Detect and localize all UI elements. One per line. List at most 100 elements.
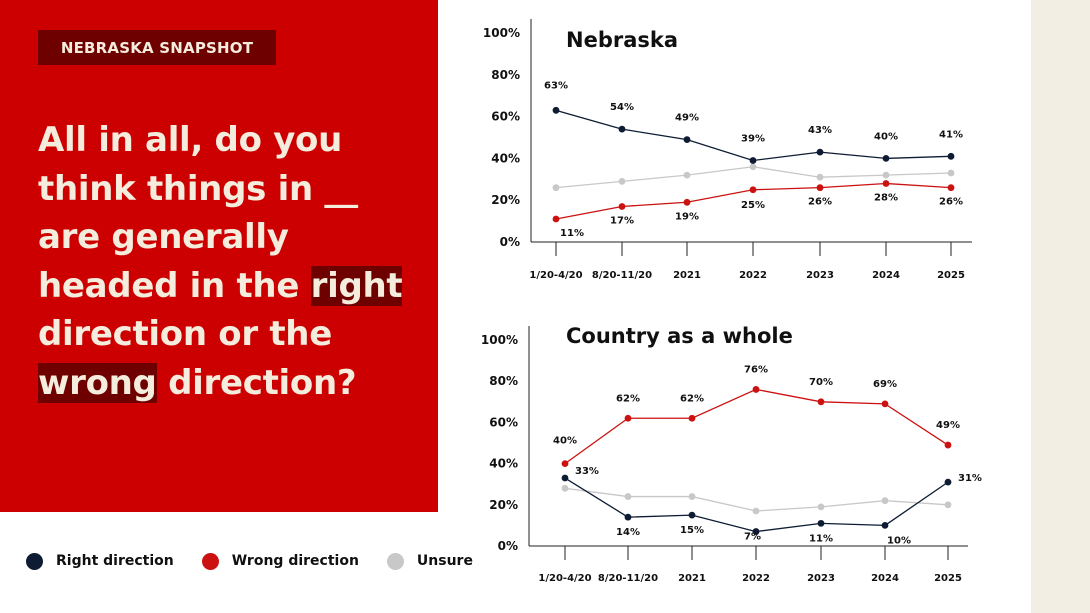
- nebraska-right-point: [947, 152, 955, 160]
- country-right-data-label: 10%: [887, 535, 911, 546]
- nebraska-right-data-label: 63%: [544, 80, 568, 91]
- nebraska-right-data-label: 54%: [610, 102, 634, 113]
- nebraska-wrong-data-label: 11%: [560, 228, 584, 239]
- country-x-tick-label: 8/20-11/20: [598, 573, 658, 584]
- nebraska-y-tick-label: 0%: [500, 235, 520, 249]
- nebraska-unsure-point: [947, 169, 955, 177]
- nebraska-unsure-point: [683, 171, 691, 179]
- legend: Right direction Wrong direction Unsure: [26, 546, 501, 576]
- country-right-data-label: 14%: [616, 527, 640, 538]
- country-y-tick-label: 40%: [489, 457, 518, 471]
- country-right-point: [817, 519, 825, 527]
- legend-label-wrong: Wrong direction: [231, 553, 359, 569]
- country-unsure-point: [944, 501, 952, 509]
- nebraska-right-point: [552, 106, 560, 114]
- nebraska-y-tick-label: 100%: [483, 26, 520, 40]
- country-wrong-data-label: 69%: [873, 379, 897, 390]
- country-right-data-label: 7%: [744, 532, 761, 543]
- nebraska-wrong-data-label: 17%: [610, 215, 634, 226]
- nebraska-unsure-point: [618, 177, 626, 185]
- country-wrong-data-label: 62%: [680, 393, 704, 404]
- nebraska-x-tick-label: 2024: [872, 270, 900, 281]
- country-x-tick-label: 2025: [934, 573, 962, 584]
- nebraska-unsure-point: [882, 171, 890, 179]
- country-right-point: [881, 522, 889, 529]
- nebraska-right-point: [749, 157, 757, 164]
- country-wrong-data-label: 76%: [744, 364, 768, 375]
- country-right-point: [752, 528, 760, 535]
- country-wrong-data-label: 49%: [936, 420, 960, 431]
- nebraska-wrong-point: [882, 180, 890, 187]
- nebraska-y-tick-label: 20%: [491, 193, 520, 207]
- country-right-point: [688, 511, 696, 519]
- nebraska-right-data-label: 40%: [874, 131, 898, 142]
- country-x-tick-label: 2024: [871, 573, 899, 584]
- nebraska-wrong-point: [947, 184, 955, 192]
- nebraska-x-tick-label: 2023: [806, 270, 834, 281]
- nebraska-y-tick-label: 60%: [491, 110, 520, 124]
- nebraska-wrong-data-label: 26%: [939, 197, 963, 208]
- country-right-data-label: 31%: [958, 473, 982, 484]
- nebraska-right-point: [618, 125, 626, 133]
- country-y-tick-label: 80%: [489, 374, 518, 388]
- country-wrong-data-label: 70%: [809, 377, 833, 388]
- country-wrong-point: [752, 386, 760, 393]
- question-text-2: direction or the: [38, 314, 332, 354]
- country-right-data-label: 15%: [680, 525, 704, 536]
- nebraska-wrong-point: [618, 203, 626, 210]
- nebraska-x-tick-label: 2021: [673, 270, 701, 281]
- country-wrong-point: [944, 441, 952, 449]
- country-wrong-point: [817, 398, 825, 406]
- country-right-point: [561, 474, 569, 482]
- country-y-tick-label: 100%: [481, 333, 518, 347]
- nebraska-wrong-point: [683, 198, 691, 206]
- nebraska-right-point: [683, 136, 691, 143]
- question-panel: NEBRASKA SNAPSHOT All in all, do you thi…: [0, 0, 438, 512]
- nebraska-x-tick-label: 1/20-4/20: [529, 270, 582, 281]
- question-text-3: direction?: [156, 362, 357, 403]
- country-wrong-point: [881, 400, 889, 408]
- legend-label-unsure: Unsure: [416, 553, 473, 569]
- country-wrong-data-label: 62%: [616, 393, 640, 404]
- nebraska-unsure-point: [749, 163, 757, 171]
- nebraska-y-tick-label: 80%: [491, 68, 520, 82]
- country-x-tick-label: 1/20-4/20: [538, 573, 591, 584]
- country-right-data-label: 33%: [575, 466, 599, 477]
- nebraska-wrong-point: [816, 184, 824, 192]
- country-right-line: [564, 477, 949, 533]
- question-text-1: All in all, do you think things in __ ar…: [38, 120, 358, 306]
- background-strip: [1031, 0, 1090, 613]
- country-y-tick-label: 0%: [498, 539, 518, 553]
- nebraska-wrong-data-label: 28%: [874, 192, 898, 203]
- legend-item-wrong: Wrong direction: [201, 552, 359, 570]
- country-wrong-data-label: 40%: [553, 436, 577, 447]
- country-right-point: [944, 478, 952, 486]
- legend-label-right: Right direction: [56, 553, 174, 569]
- nebraska-x-tick-label: 8/20-11/20: [592, 270, 652, 281]
- nebraska-x-tick-label: 2022: [739, 270, 767, 281]
- country-unsure-point: [752, 507, 760, 515]
- nebraska-wrong-data-label: 25%: [741, 200, 765, 211]
- country-unsure-point: [561, 484, 569, 492]
- survey-question: All in all, do you think things in __ ar…: [38, 116, 428, 407]
- country-wrong-point: [561, 460, 569, 467]
- nebraska-unsure-point: [816, 173, 824, 181]
- nebraska-right-data-label: 43%: [808, 125, 832, 136]
- snapshot-badge: NEBRASKA SNAPSHOT: [38, 30, 276, 65]
- country-y-tick-label: 60%: [489, 415, 518, 429]
- highlight-wrong: wrong: [38, 362, 157, 403]
- legend-item-right: Right direction: [26, 552, 174, 570]
- country-right-data-label: 11%: [809, 533, 833, 544]
- nebraska-wrong-data-label: 26%: [808, 197, 832, 208]
- legend-marker-right: [26, 552, 43, 570]
- nebraska-right-point: [816, 148, 824, 156]
- nebraska-y-tick-label: 40%: [491, 151, 520, 165]
- country-x-tick-label: 2022: [742, 573, 770, 584]
- nebraska-right-data-label: 49%: [675, 113, 699, 124]
- nebraska-chart-title: Nebraska: [566, 28, 678, 52]
- country-unsure-point: [817, 503, 825, 511]
- nebraska-wrong-data-label: 19%: [675, 211, 699, 222]
- nebraska-unsure-point: [552, 184, 560, 192]
- country-wrong-point: [688, 414, 696, 422]
